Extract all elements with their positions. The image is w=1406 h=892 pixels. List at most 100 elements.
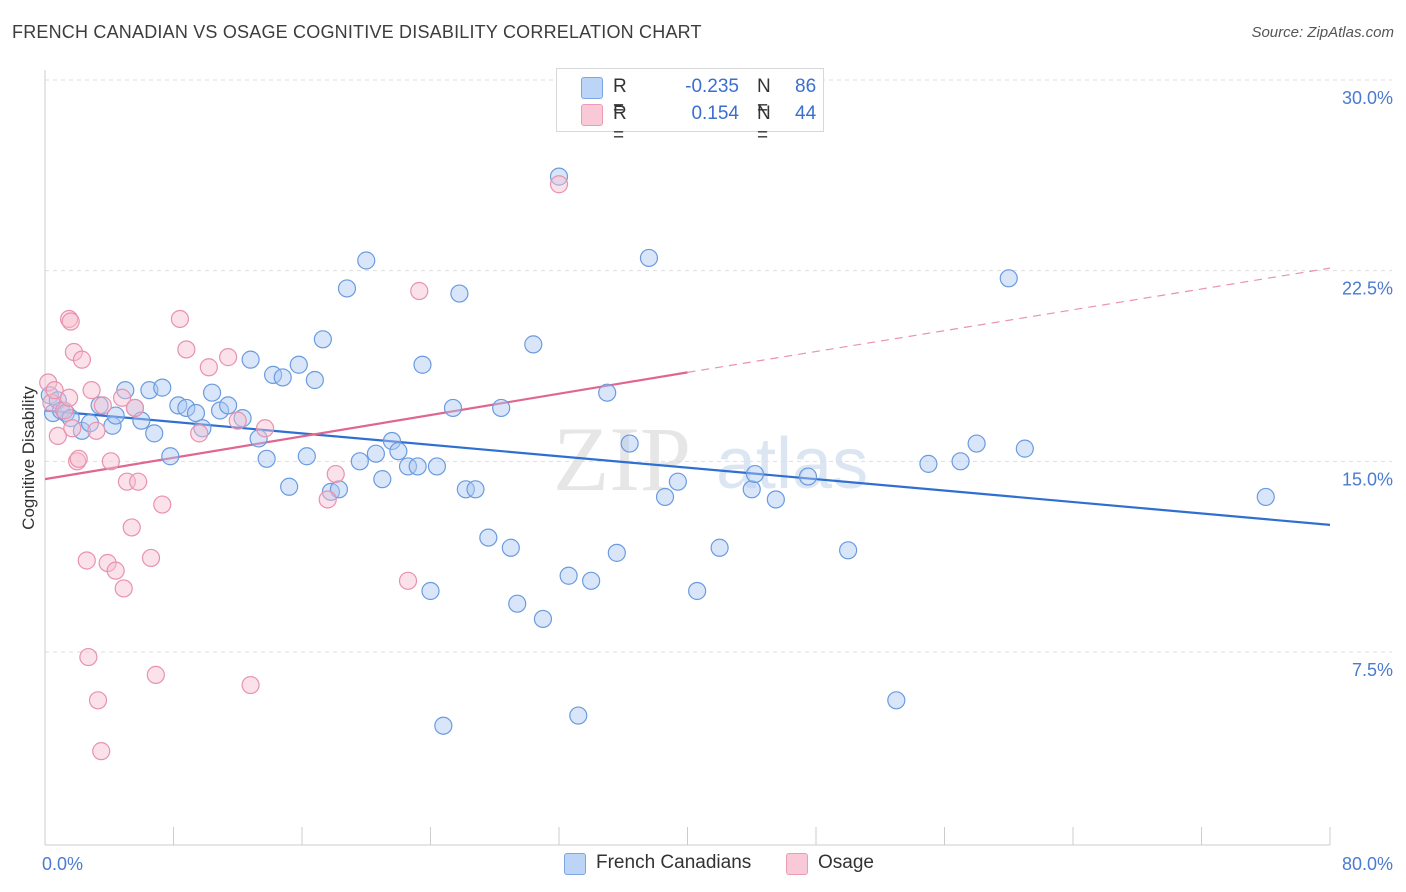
- legend-r-label: R =: [613, 103, 627, 146]
- x-tick-label-min: 0.0%: [42, 854, 83, 874]
- point-french-canadians: [257, 449, 276, 468]
- point-osage: [72, 350, 92, 369]
- legend-n-value: 44: [795, 103, 817, 124]
- legend-n-label: N =: [757, 103, 771, 146]
- point-french-canadians: [289, 355, 308, 374]
- point-french-canadians: [742, 480, 761, 499]
- bottom-legend-swatch-blue: [564, 853, 586, 875]
- point-osage: [146, 665, 165, 684]
- point-osage: [199, 358, 218, 377]
- axes: [44, 70, 1331, 846]
- point-french-canadians: [408, 457, 427, 476]
- bottom-legend-swatch-pink: [786, 853, 808, 875]
- point-osage: [69, 449, 88, 468]
- point-french-canadians: [382, 431, 402, 451]
- point-osage: [255, 419, 275, 438]
- point-french-canadians: [887, 691, 906, 710]
- point-french-canadians: [479, 528, 498, 547]
- watermark: ZIP atlas: [553, 408, 868, 510]
- legend-swatch-pink: [581, 104, 603, 126]
- point-french-canadians: [559, 566, 578, 585]
- point-french-canadians: [620, 434, 639, 453]
- point-french-canadians: [1256, 487, 1275, 507]
- point-french-canadians: [688, 581, 707, 601]
- point-french-canadians: [710, 538, 729, 557]
- point-osage: [326, 464, 345, 484]
- point-osage: [45, 381, 64, 400]
- y-axis-label: Cognitive Disability: [19, 386, 38, 530]
- point-osage: [398, 571, 418, 590]
- point-osage: [88, 691, 108, 710]
- point-french-canadians: [202, 383, 222, 402]
- point-french-canadians: [145, 424, 164, 443]
- point-french-canadians: [153, 378, 172, 397]
- point-french-canadians: [508, 594, 527, 613]
- point-french-canadians: [839, 541, 858, 560]
- point-french-canadians: [280, 477, 299, 496]
- point-osage: [318, 490, 337, 509]
- point-french-canadians: [241, 350, 260, 369]
- point-french-canadians: [549, 167, 569, 186]
- point-osage: [410, 281, 429, 301]
- point-french-canadians: [313, 330, 332, 349]
- point-french-canadians: [766, 490, 785, 509]
- point-french-canadians: [533, 609, 553, 629]
- source-label: Source: ZipAtlas.com: [1251, 24, 1394, 41]
- point-french-canadians: [967, 434, 986, 453]
- point-french-canadians: [1015, 439, 1034, 458]
- point-french-canadians: [350, 452, 369, 471]
- point-osage: [170, 309, 190, 329]
- point-french-canadians: [999, 269, 1018, 288]
- point-french-canadians: [305, 370, 324, 390]
- point-french-canadians: [273, 368, 292, 387]
- point-french-canadians: [80, 414, 100, 433]
- point-french-canadians: [639, 248, 659, 268]
- data-points: [39, 86, 1275, 761]
- point-french-canadians: [466, 480, 485, 499]
- point-osage: [77, 551, 96, 570]
- point-osage: [190, 424, 209, 443]
- point-french-canadians: [373, 470, 392, 489]
- legend-r-value: -0.235: [685, 76, 739, 97]
- point-french-canadians: [398, 457, 418, 476]
- point-osage: [141, 548, 161, 568]
- point-french-canadians: [106, 406, 125, 425]
- watermark-atlas: atlas: [716, 424, 868, 504]
- legend-r-label: R =: [613, 76, 627, 119]
- point-osage: [122, 518, 141, 537]
- point-osage: [129, 472, 148, 491]
- point-french-canadians: [501, 538, 520, 557]
- y-tick-label: 15.0%: [1342, 469, 1393, 489]
- point-french-canadians: [337, 279, 357, 298]
- point-french-canadians: [598, 383, 617, 402]
- point-osage: [39, 373, 58, 392]
- legend-n-label: N =: [757, 76, 771, 119]
- point-osage: [87, 421, 106, 440]
- point-osage: [48, 426, 67, 446]
- point-osage: [241, 675, 260, 695]
- point-osage: [228, 411, 247, 430]
- point-french-canadians: [421, 581, 440, 601]
- legend-r-value: 0.154: [691, 103, 739, 124]
- point-osage: [61, 312, 80, 331]
- tick-labels: 7.5% 15.0% 22.5% 30.0% 0.0% 80.0%: [42, 88, 1393, 874]
- trend-line: [44, 371, 688, 481]
- point-osage: [93, 396, 112, 415]
- watermark-zip: ZIP: [553, 408, 691, 510]
- y-tick-label: 7.5%: [1352, 660, 1393, 680]
- point-french-canadians: [655, 487, 675, 507]
- point-osage: [63, 419, 82, 438]
- point-french-canadians: [798, 467, 818, 486]
- point-osage: [101, 452, 120, 471]
- x-tick-label-max: 80.0%: [1342, 854, 1393, 874]
- bottom-legend-label: Osage: [818, 852, 874, 873]
- point-french-canadians: [668, 472, 687, 491]
- point-french-canadians: [103, 416, 122, 435]
- point-french-canadians: [569, 706, 588, 725]
- point-french-canadians: [443, 398, 463, 418]
- point-french-canadians: [389, 442, 408, 461]
- trend-line-extension: [687, 267, 1331, 373]
- point-osage: [549, 175, 569, 194]
- point-french-canadians: [186, 403, 206, 423]
- y-tick-label: 22.5%: [1342, 279, 1393, 299]
